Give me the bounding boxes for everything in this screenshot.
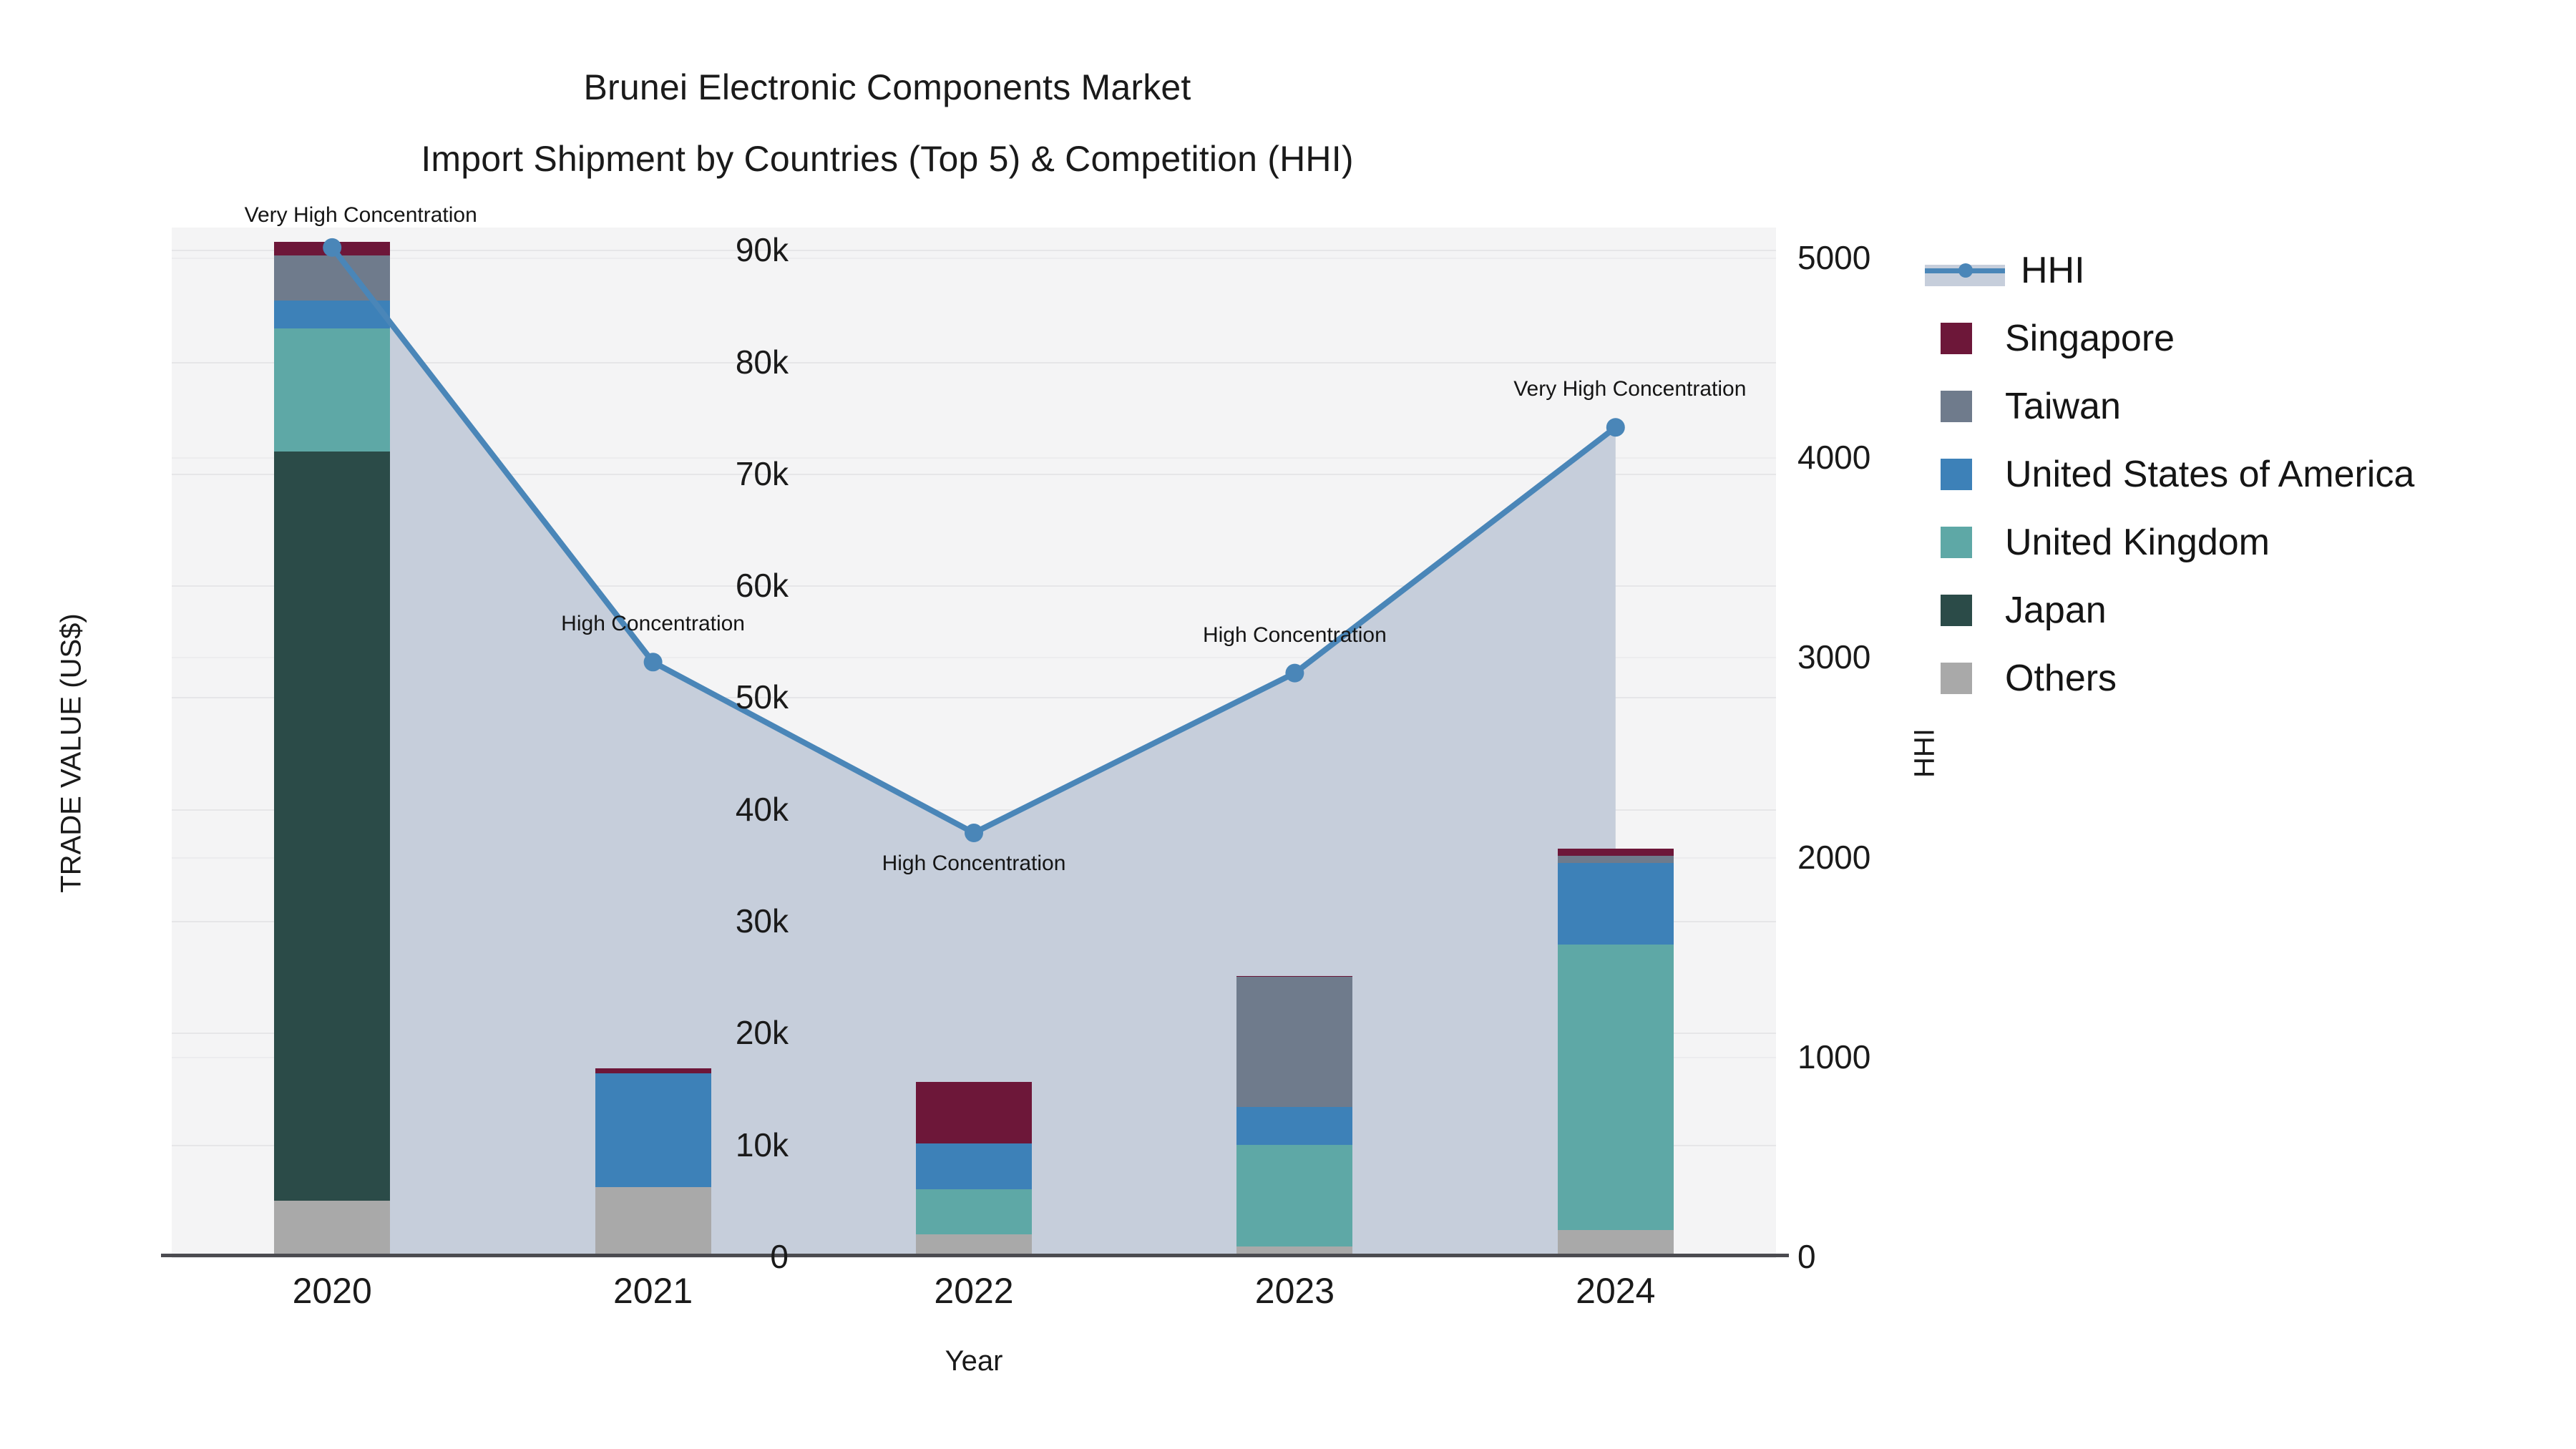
bar-segment[interactable] [1557,848,1674,857]
bar-stack-2022[interactable] [916,1082,1032,1257]
bar-segment[interactable] [916,1143,1032,1190]
gridline-secondary [172,1257,1776,1258]
gridline [172,361,1776,364]
bar-segment[interactable] [1557,944,1674,1230]
bar-segment[interactable] [274,300,391,328]
legend-swatch-icon [1941,390,1972,422]
gridline [172,250,1776,252]
gridline-secondary [172,457,1776,459]
legend: HHI Singapore Taiwan United States of Ameri… [1925,236,2555,712]
hhi-annotation: High Concentration [882,852,1066,876]
hhi-marker[interactable] [643,653,663,672]
legend-item-hhi[interactable]: HHI [1925,236,2555,304]
x-axis-label: Year [945,1345,1003,1377]
bar-segment[interactable] [595,1073,711,1188]
y-axis-left-tick-label: 60k [735,567,789,605]
bar-segment[interactable] [1557,1229,1674,1257]
legend-item-others[interactable]: Others [1925,644,2555,712]
hhi-annotation: High Concentration [1202,623,1387,647]
x-axis-tick-label: 2023 [1254,1271,1335,1311]
chart-title: Brunei Electronic Components Market Impo… [0,52,1775,195]
legend-item-japan[interactable]: Japan [1925,576,2555,644]
legend-line-key-icon [1925,255,2005,286]
plot-area [172,228,1776,1258]
legend-item-label: Singapore [2005,317,2175,359]
hhi-annotation: Very High Concentration [244,203,477,227]
hhi-annotation: Very High Concentration [1513,377,1747,401]
legend-item-united-kingdom[interactable]: United Kingdom [1925,508,2555,576]
legend-item-taiwan[interactable]: Taiwan [1925,372,2555,440]
legend-swatch-icon [1941,458,1972,490]
hhi-marker[interactable] [323,238,342,257]
hhi-annotation: High Concentration [561,612,746,636]
bar-segment[interactable] [916,1189,1032,1234]
bar-stack-2021[interactable] [595,1068,711,1257]
bar-segment[interactable] [916,1082,1032,1144]
chart-title-line-2: Import Shipment by Countries (Top 5) & C… [421,139,1354,179]
x-axis-tick-label: 2021 [613,1271,693,1311]
hhi-marker[interactable] [1606,418,1625,437]
y-axis-right-tick-label: 3000 [1797,638,1871,676]
chart-title-line-1: Brunei Electronic Components Market [583,67,1191,107]
y-axis-left-tick-label: 40k [735,790,789,828]
y-axis-left-tick-label: 30k [735,902,789,940]
bar-segment[interactable] [1557,856,1674,863]
legend-swatch-icon [1941,594,1972,626]
hhi-marker[interactable] [965,824,983,843]
legend-item-singapore[interactable]: Singapore [1925,304,2555,372]
y-axis-right-tick-label: 0 [1797,1238,1816,1275]
bar-segment[interactable] [1236,977,1353,1107]
legend-item-label: Japan [2005,589,2107,631]
y-axis-right-tick-label: 2000 [1797,838,1871,876]
bar-segment[interactable] [274,451,391,1201]
bar-stack-2024[interactable] [1557,848,1674,1257]
legend-swatch-icon [1941,526,1972,558]
y-axis-right-tick-label: 4000 [1797,439,1871,477]
x-axis-tick-label: 2020 [292,1271,372,1311]
legend-item-united-states-of-america[interactable]: United States of America [1925,440,2555,508]
legend-item-label: Taiwan [2005,385,2121,427]
legend-item-label: HHI [2021,249,2085,291]
hhi-marker[interactable] [1285,663,1304,683]
bar-stack-2020[interactable] [274,242,391,1257]
y-axis-right-tick-label: 5000 [1797,238,1871,276]
bar-segment[interactable] [1236,1144,1353,1246]
y-axis-right-tick-label: 1000 [1797,1038,1871,1075]
y-axis-left-tick-label: 80k [735,343,789,381]
legend-item-label: United Kingdom [2005,521,2270,563]
bar-segment[interactable] [1557,862,1674,945]
gridline [172,809,1776,811]
y-axis-left-tick-label: 10k [735,1126,789,1163]
bar-segment[interactable] [274,328,391,452]
y-axis-left-label: TRADE VALUE (US$) [55,613,87,893]
gridline-secondary [172,657,1776,659]
bar-segment[interactable] [1236,975,1353,977]
legend-item-label: Others [2005,657,2117,699]
bar-segment[interactable] [595,1068,711,1073]
bar-segment[interactable] [1236,1106,1353,1145]
hhi-line-overlay [323,238,1625,843]
gridline [172,585,1776,587]
y-axis-left-tick-label: 70k [735,454,789,492]
hhi-line [332,248,1616,833]
x-axis-tick-label: 2022 [934,1271,1014,1311]
bar-segment[interactable] [916,1234,1032,1257]
legend-swatch-icon [1941,322,1972,354]
y-axis-left-tick-label: 20k [735,1014,789,1052]
y-axis-left-tick-label: 50k [735,678,789,716]
gridline [172,473,1776,475]
x-axis-tick-label: 2024 [1576,1271,1656,1311]
gridline [172,697,1776,699]
legend-swatch-icon [1941,662,1972,694]
legend-item-label: United States of America [2005,453,2415,495]
gridline-secondary [172,257,1776,259]
bar-stack-2023[interactable] [1236,975,1353,1257]
x-axis-line [161,1254,1789,1257]
bar-segment[interactable] [595,1187,711,1257]
y-axis-left-tick-label: 90k [735,231,789,269]
bar-segment[interactable] [274,1200,391,1257]
y-axis-left-tick-label: 0 [770,1238,789,1275]
